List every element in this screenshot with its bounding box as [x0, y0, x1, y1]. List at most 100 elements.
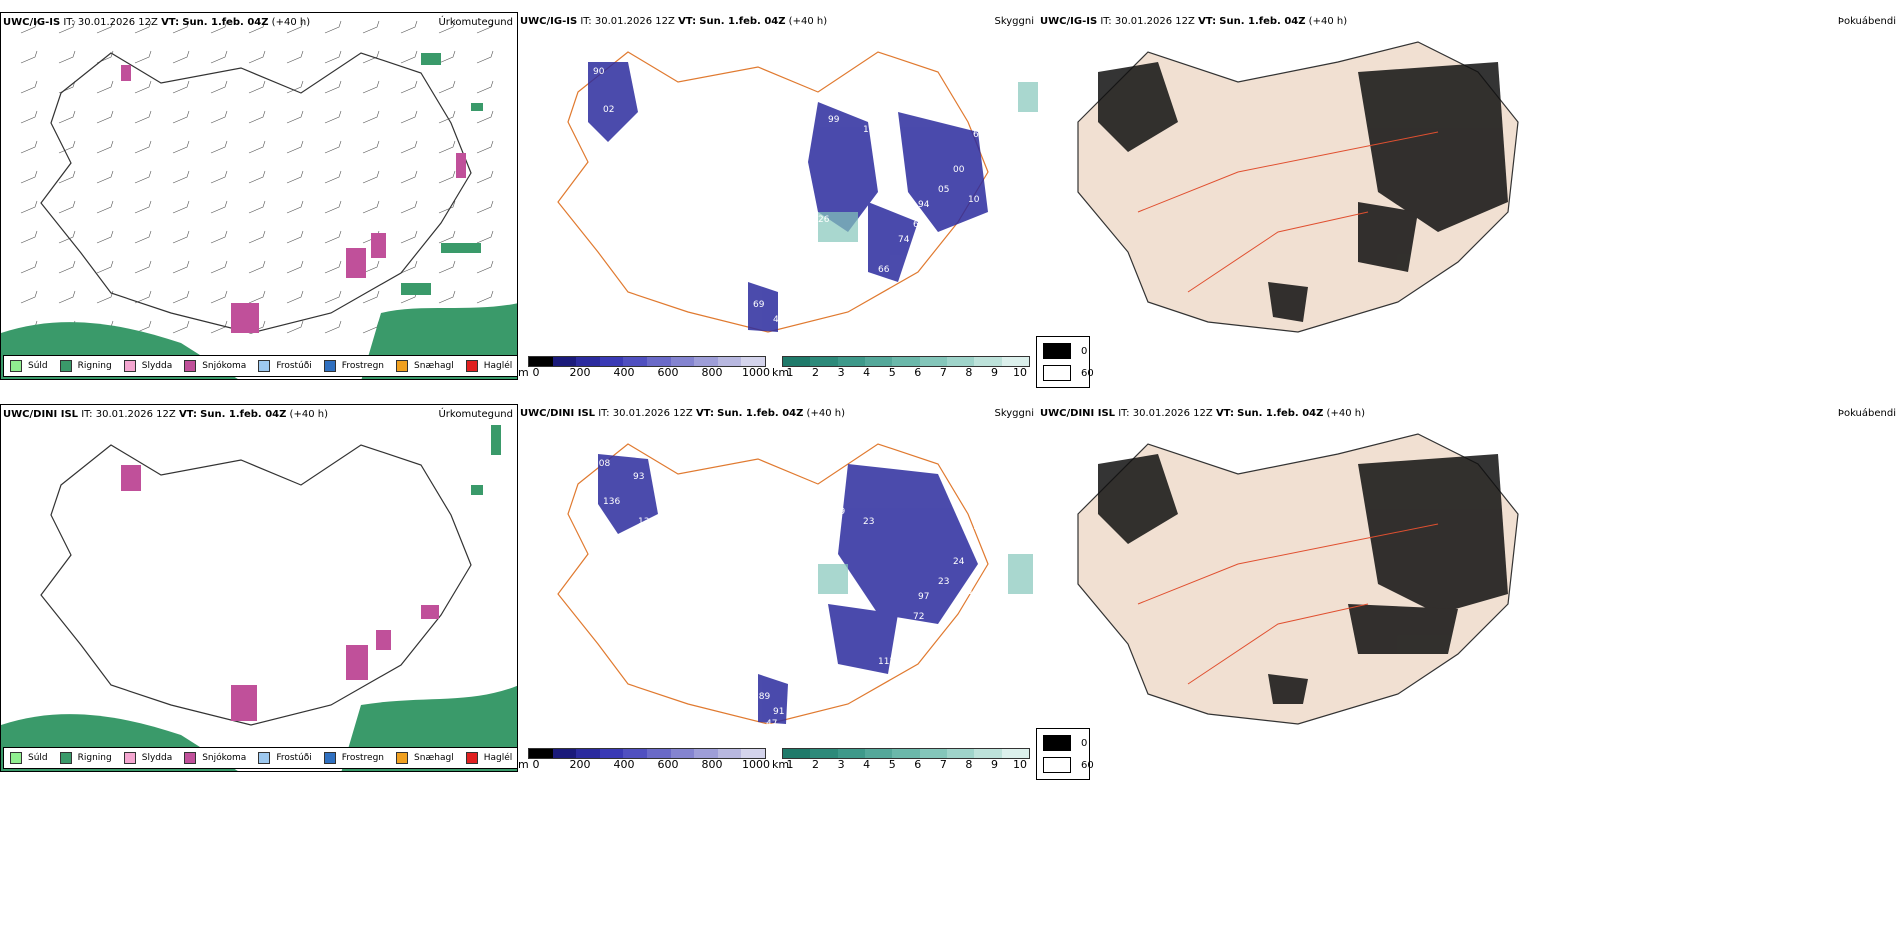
- legend-label: Frostregn: [341, 361, 385, 371]
- colorbar-tick-label: 7: [939, 366, 947, 379]
- wind-barb: [362, 170, 380, 184]
- wind-barb: [172, 320, 190, 334]
- legend-label: Rigning: [77, 361, 112, 371]
- wind-barb: [20, 170, 38, 184]
- visibility-value-label: 66: [878, 265, 890, 275]
- wind-barb: [286, 140, 304, 154]
- wind-barb: [172, 140, 190, 154]
- wind-barb: [96, 80, 114, 94]
- wind-barb: [210, 50, 228, 64]
- legend-item: Snæhagl: [396, 360, 454, 372]
- colorbar-segment: [1001, 749, 1029, 758]
- colorbar-segment: [919, 357, 947, 366]
- visibility-value-label: 00: [953, 165, 965, 175]
- wind-barb: [438, 170, 456, 184]
- visibility-m-colorbar-bottom: m 0 200 400 600 800 1000: [518, 748, 770, 772]
- fog-legend-item: 0: [1043, 735, 1087, 751]
- legend-item: Rigning: [59, 752, 112, 764]
- visibility-value-label: 108: [593, 459, 610, 469]
- wind-barb: [476, 80, 494, 94]
- colorbar-segment: [694, 357, 718, 366]
- wind-barb: [96, 170, 114, 184]
- wind-barb: [134, 320, 152, 334]
- wind-barb: [172, 290, 190, 304]
- colorbar-segment: [974, 357, 1002, 366]
- colorbar-segment: [892, 357, 920, 366]
- colorbar-segment: [670, 749, 695, 758]
- legend-swatch: [258, 752, 271, 764]
- colorbar-segment: [864, 749, 893, 758]
- colorbar-tick-label: 10: [1013, 366, 1027, 379]
- visibility-value-label: 24: [953, 557, 965, 567]
- fog-legend-swatch: [1043, 735, 1071, 751]
- fog-legend-swatch: [1043, 365, 1071, 381]
- colorbar-segment: [946, 357, 975, 366]
- wind-barb: [58, 230, 76, 244]
- visibility-value-label: 97: [633, 80, 644, 90]
- wind-barb: [210, 230, 228, 244]
- wind-barb: [96, 20, 114, 34]
- legend-swatch: [396, 752, 409, 764]
- wind-barb: [438, 80, 456, 94]
- wind-barb: [20, 290, 38, 304]
- legend-swatch: [59, 360, 72, 372]
- legend-label: Frostúði: [276, 753, 312, 763]
- colorbar-segment: [974, 749, 1002, 758]
- wind-barb: [286, 170, 304, 184]
- colorbar-tick-label: 4: [863, 366, 871, 379]
- legend-label: Haglél: [483, 361, 513, 371]
- panel-variable: Úrkomutegund: [438, 17, 513, 28]
- colorbar-segment: [919, 749, 947, 758]
- visibility-value-label: 69: [753, 300, 765, 310]
- visibility-value-label: 47: [766, 719, 777, 729]
- panel-title: UWC/IG-IS IT: 30.01.2026 12Z VT: Sun. 1.…: [520, 16, 828, 27]
- wind-barb: [400, 260, 418, 274]
- wind-barb: [362, 140, 380, 154]
- fog-legend-item: 60: [1043, 365, 1094, 381]
- visibility-value-label: 02: [603, 105, 614, 115]
- colorbar-tick-label: 400: [613, 758, 635, 771]
- wind-barb: [248, 170, 266, 184]
- colorbar-unit: km: [772, 758, 790, 771]
- legend-swatch: [465, 360, 478, 372]
- visibility-value-label: 109: [908, 642, 925, 652]
- wind-barb: [476, 170, 494, 184]
- colorbar-segment: [599, 357, 624, 366]
- wind-barb: [248, 230, 266, 244]
- wind-barb: [362, 290, 380, 304]
- wind-barb: [172, 260, 190, 274]
- visibility-value-label: 21: [898, 627, 909, 637]
- colorbar-segment: [576, 749, 600, 758]
- wind-barb: [324, 260, 342, 274]
- wind-barb: [20, 230, 38, 244]
- panel-title: UWC/IG-IS IT: 30.01.2026 12Z VT: Sun. 1.…: [3, 17, 311, 28]
- legend-item: Súld: [10, 360, 48, 372]
- legend-label: Snjókoma: [202, 753, 247, 763]
- precip-legend: Súld Rigning Slydda Snjókoma Frostúði Frostre…: [3, 355, 517, 377]
- wind-barb: [210, 140, 228, 154]
- wind-barb: [324, 20, 342, 34]
- panel-title: UWC/DINI ISL IT: 30.01.2026 12Z VT: Sun.…: [520, 408, 845, 419]
- visibility-value-label: 91: [773, 707, 784, 717]
- colorbar-tick-label: 600: [657, 366, 679, 379]
- wind-barb: [400, 140, 418, 154]
- colorbar-tick-label: 7: [939, 758, 947, 771]
- colorbar-segment: [576, 357, 600, 366]
- legend-label: Haglél: [483, 753, 513, 763]
- legend-label: Súld: [28, 753, 48, 763]
- colorbar-tick-label: 800: [701, 758, 723, 771]
- colorbar: [782, 748, 1030, 759]
- wind-barb: [476, 20, 494, 34]
- wind-barb: [400, 20, 418, 34]
- visibility-value-label: 31: [638, 125, 649, 135]
- wind-barb: [286, 200, 304, 214]
- panel-variable: Úrkomutegund: [438, 409, 513, 420]
- wind-barb: [286, 80, 304, 94]
- wind-barb: [438, 140, 456, 154]
- colorbar-segment: [946, 749, 975, 758]
- fog-legend-label: 0: [1081, 737, 1088, 749]
- wind-barb: [248, 50, 266, 64]
- wind-barb: [58, 290, 76, 304]
- legend-item: Frostregn: [323, 752, 384, 764]
- visibility-value-label: 91: [818, 607, 829, 617]
